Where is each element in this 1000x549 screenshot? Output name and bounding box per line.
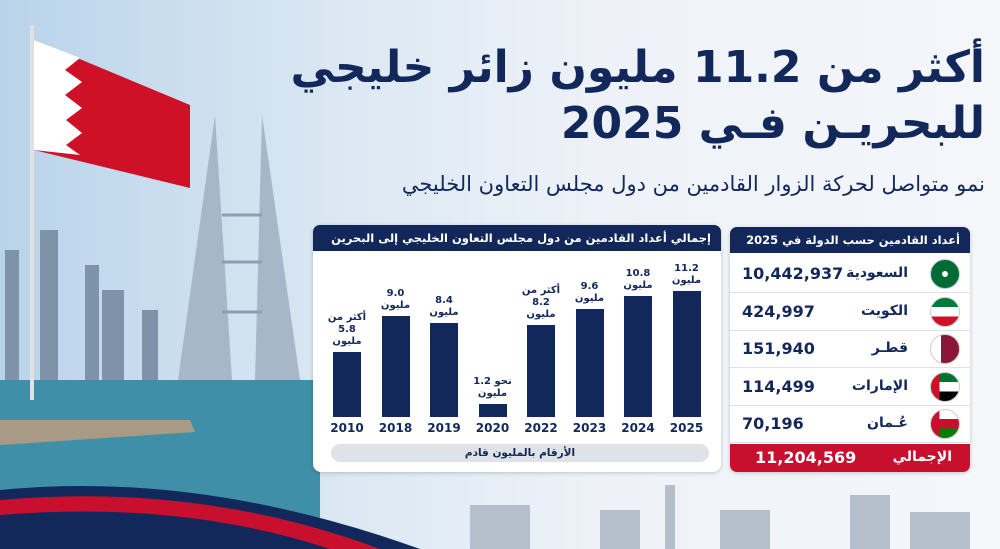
x-tick-label: 2025 [669, 421, 704, 435]
flag-icon [930, 371, 960, 402]
bar [333, 351, 361, 417]
country-name: قطـر [871, 340, 908, 356]
bar [672, 291, 701, 417]
flag-icon [930, 334, 960, 364]
visitor-count: 70,196 [742, 414, 804, 433]
skyline [5, 230, 158, 380]
visitor-count: 424,997 [742, 301, 815, 321]
table-row: قطـر 151,940 [730, 330, 970, 368]
country-name: عُـمان [867, 415, 908, 431]
bar [430, 322, 458, 417]
value-label: أكثر من 8.2 مليون [521, 284, 561, 320]
landmarks [470, 485, 970, 549]
visitor-count: 10,442,937 [742, 264, 844, 283]
title: أكثر من 11.2 مليون زائر خليجي [290, 42, 985, 93]
tower [255, 115, 300, 380]
value-label: أكثر من 5.8 مليون [327, 311, 367, 347]
flag-icon [930, 409, 960, 439]
visitor-count: 151,940 [742, 339, 815, 358]
bar [624, 295, 652, 417]
table-row: السعودية 10,442,937 [730, 255, 970, 293]
x-tick-label: 2018 [378, 421, 413, 435]
table-row: الإمارات 114,499 [730, 368, 970, 406]
bahrain-flag-white [34, 40, 82, 155]
table-row: الكويت 424,997 [730, 293, 970, 331]
x-tick-label: 2024 [621, 421, 655, 435]
country-name: الكويت [860, 302, 908, 319]
value-label: 9.0 مليون [380, 287, 411, 311]
chart-panel: إجمالي أعداد القادمين من دول مجلس التعاو… [313, 225, 721, 472]
country-name: السعودية [846, 265, 908, 281]
bar [381, 315, 410, 417]
table-row: عُـمان 70,196 [730, 405, 970, 443]
flag-icon [930, 259, 960, 289]
flag-icon [930, 296, 960, 327]
x-tick-label: 2019 [427, 421, 461, 435]
visitor-count: 114,499 [742, 376, 815, 396]
x-tick-label: 2020 [475, 421, 510, 435]
subtitle: نمو متواصل لحركة الزوار القادمين من دول … [401, 172, 985, 196]
total-row: الإجمالي 11,204,569 [730, 444, 970, 472]
value-label: 8.4 مليون [429, 294, 459, 318]
turbine-bridges [222, 213, 262, 314]
value-label: 11.2 مليون [671, 263, 702, 286]
shore [0, 420, 195, 445]
wave-red [0, 496, 380, 549]
total-label: الإجمالي [892, 449, 952, 465]
x-tick-label: 2023 [572, 421, 607, 435]
bar [527, 324, 555, 417]
x-tick-label: 2022 [524, 421, 558, 435]
bar [575, 309, 604, 417]
table-title: أعداد القادمين حسب الدولة في 2025 [730, 227, 970, 253]
table-panel: أعداد القادمين حسب الدولة في 2025 الإجما… [730, 227, 970, 472]
value-label: 9.6 مليون [574, 281, 605, 304]
total-value: 11,204,569 [755, 448, 857, 467]
chart-note: الأرقام بالمليون قادم [331, 444, 709, 462]
value-label: نحو 1.2 مليون [473, 375, 512, 399]
title: للبحريـن فـي 2025 [560, 98, 985, 149]
tower [178, 115, 232, 380]
chart-title: إجمالي أعداد القادمين من دول مجلس التعاو… [313, 225, 721, 251]
value-label: 10.8 مليون [623, 267, 653, 291]
country-name: الإمارات [851, 377, 908, 394]
bar [478, 403, 507, 417]
x-tick-label: 2010 [330, 421, 364, 435]
